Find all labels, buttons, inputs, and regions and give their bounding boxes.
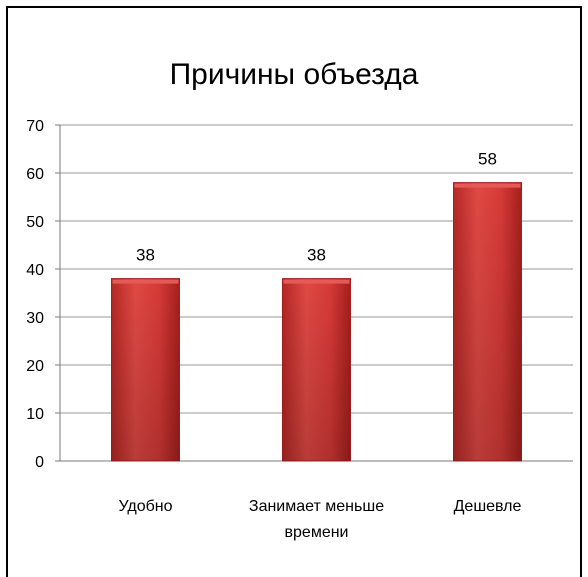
bar-highlight xyxy=(112,279,179,284)
y-tick-label: 10 xyxy=(26,406,44,423)
chart-title: Причины объезда xyxy=(170,58,419,91)
data-label: 38 xyxy=(307,246,326,265)
y-tick-label: 30 xyxy=(26,310,44,327)
bar-shade xyxy=(453,182,522,461)
data-label: 38 xyxy=(136,246,155,265)
y-tick-label: 20 xyxy=(26,358,44,375)
y-tick-label: 50 xyxy=(26,214,44,231)
bar-highlight xyxy=(283,279,350,284)
x-axis-labels: Удобно Занимает меньше времени Дешевле xyxy=(118,498,521,541)
y-tick-label: 60 xyxy=(26,166,44,183)
x-category-label: Дешевле xyxy=(454,498,522,515)
bar-shade xyxy=(111,278,180,461)
y-tick-label: 40 xyxy=(26,262,44,279)
y-axis-ticks: 0 10 20 30 40 50 60 70 xyxy=(26,118,44,471)
data-label: 58 xyxy=(478,150,497,169)
x-category-label: Удобно xyxy=(118,498,172,515)
y-tick-label: 70 xyxy=(26,118,44,135)
bars xyxy=(111,182,522,462)
y-tick-label: 0 xyxy=(35,454,44,471)
data-labels: 38 38 58 xyxy=(136,150,497,265)
bar-shade xyxy=(282,278,351,461)
bar-highlight xyxy=(454,183,521,188)
x-category-label: времени xyxy=(285,524,349,541)
x-category-label: Занимает меньше xyxy=(249,498,384,515)
